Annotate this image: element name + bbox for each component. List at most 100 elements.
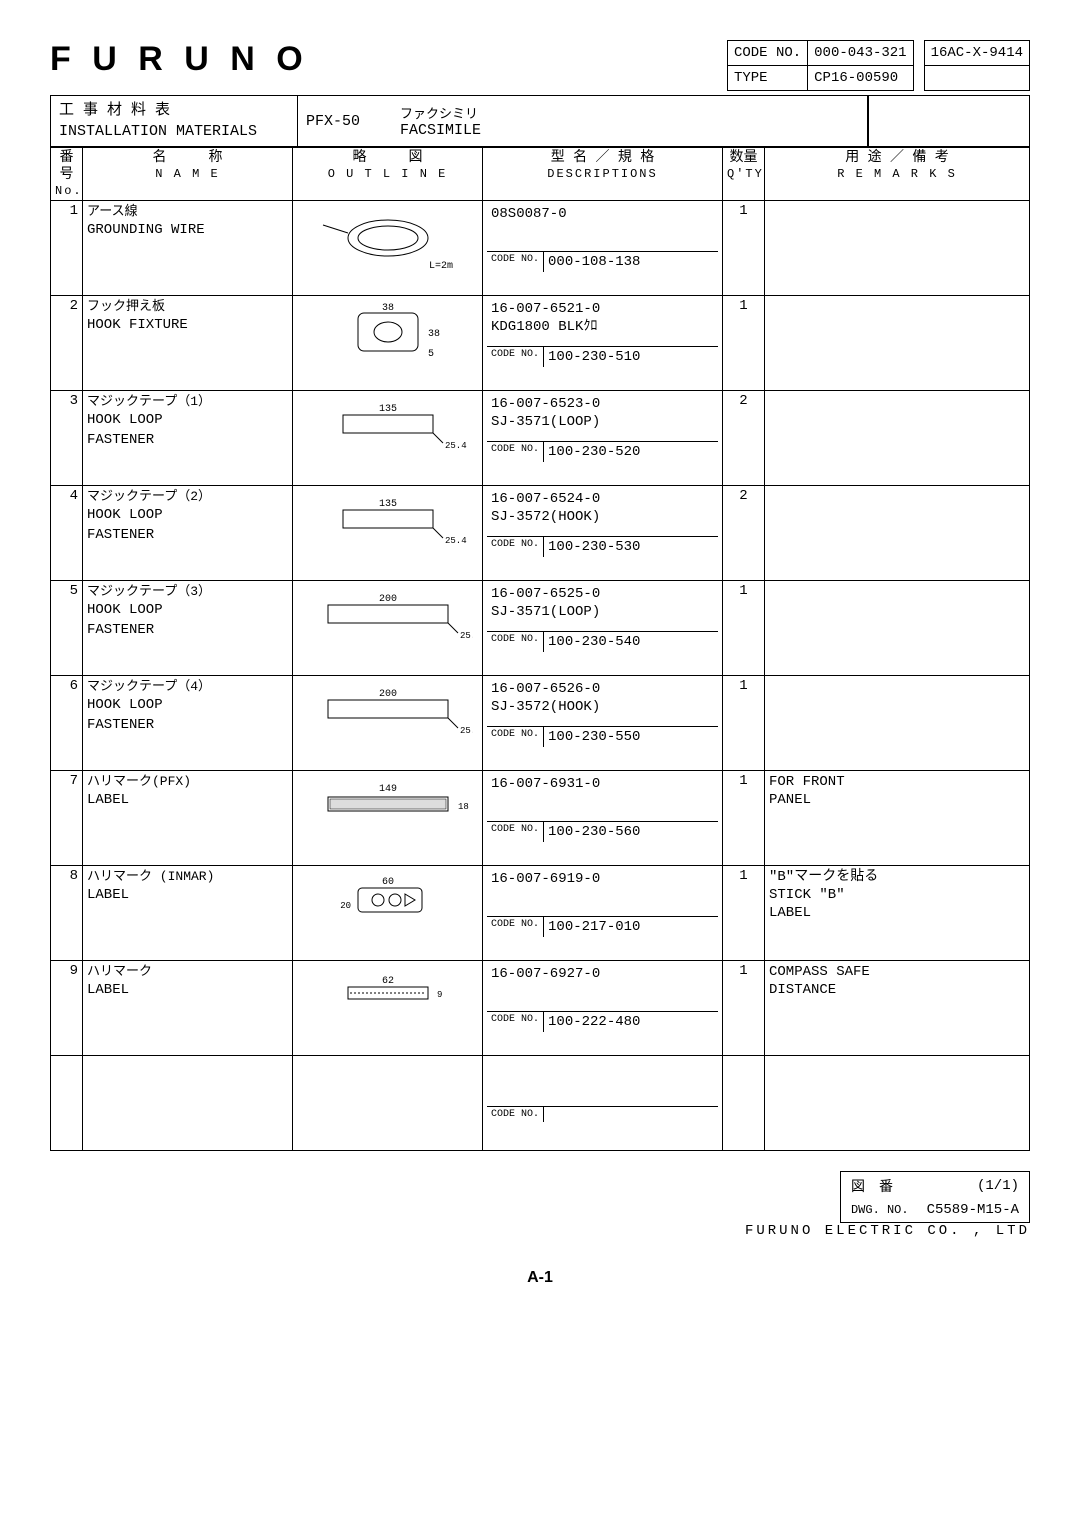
cell-remarks [765,675,1030,770]
svg-text:62: 62 [381,976,393,987]
cell-qty: 1 [723,960,765,1055]
cell-outline: 62 9 [293,960,483,1055]
code-no-value-small: 100-230-550 [544,727,718,747]
code-no-label-small: CODE NO. [487,442,544,462]
table-body: 1 アース線 GROUNDING WIRE L=2m 08S0087-0 COD… [51,200,1030,1150]
cell-name: ハリマーク (INMAR) LABEL [83,865,293,960]
cell-desc: 16-007-6927-0 CODE NO. 100-222-480 [483,960,723,1055]
company-line: FURUNO ELECTRIC CO. , LTD [50,1223,1030,1239]
cell-qty: 2 [723,390,765,485]
desc-top: 16-007-6931-0 [487,773,718,821]
cell-outline: 200 25.4 [293,580,483,675]
cell-no: 7 [51,770,83,865]
code-no-value-small: 100-230-510 [544,347,718,367]
svg-text:9: 9 [437,990,442,1000]
cell-qty: 1 [723,675,765,770]
svg-text:38: 38 [381,303,393,314]
cell-remarks [765,390,1030,485]
desc-top: 16-007-6523-0SJ-3571(LOOP) [487,393,718,441]
cell-outline: 38 38 5 [293,295,483,390]
desc-bottom: CODE NO. 100-230-560 [487,821,718,842]
cell-desc: 16-007-6526-0SJ-3572(HOOK) CODE NO. 100-… [483,675,723,770]
table-head: 番号 No. 名 称 N A M E 略 図 O U T L I N E 型 名… [51,148,1030,201]
table-row: 7 ハリマーク(PFX) LABEL 149 18 16-007-6931-0 … [51,770,1030,865]
code-no-value-small: 100-230-530 [544,537,718,557]
code-no-value-small: 100-230-540 [544,632,718,652]
name-jp: フック押え板 [87,298,288,316]
cell-outline: L=2m [293,200,483,295]
h-outline-jp: 略 図 [297,150,478,167]
cell-remarks: "B"マークを貼るSTICK "B"LABEL [765,865,1030,960]
desc-bottom: CODE NO. 100-230-520 [487,441,718,462]
desc-top: 16-007-6526-0SJ-3572(HOOK) [487,678,718,726]
table-row: 6 マジックテープ（4） HOOK LOOPFASTENER 200 25.4 … [51,675,1030,770]
cell-name: アース線 GROUNDING WIRE [83,200,293,295]
svg-text:25.4: 25.4 [460,726,473,736]
cell-name: マジックテープ（4） HOOK LOOPFASTENER [83,675,293,770]
svg-text:149: 149 [378,784,396,795]
desc-top: 16-007-6927-0 [487,963,718,1011]
name-jp: ハリマーク (INMAR) [87,868,288,886]
cell-no: 9 [51,960,83,1055]
table-row: 2 フック押え板 HOOK FIXTURE 38 38 5 16-007-652… [51,295,1030,390]
header-tables: CODE NO. 000-043-321 TYPE CP16-00590 16A… [727,40,1030,91]
code-no-label-small: CODE NO. [487,347,544,367]
cell-no: 1 [51,200,83,295]
svg-text:200: 200 [378,594,396,605]
cell-desc: 08S0087-0 CODE NO. 000-108-138 [483,200,723,295]
install-title-jp: 工 事 材 料 表 [59,100,289,121]
name-jp: ハリマーク [87,963,288,981]
cell-name: ハリマーク(PFX) LABEL [83,770,293,865]
name-en: LABEL [87,981,288,1001]
svg-text:20: 20 [340,901,351,911]
cell-qty: 1 [723,865,765,960]
code-no-value-small: 100-230-520 [544,442,718,462]
svg-text:38: 38 [428,329,440,340]
h-rem-jp: 用 途 ／ 備 考 [769,150,1025,167]
code-no-value-small: 100-217-010 [544,917,718,937]
name-en: LABEL [87,886,288,906]
code-no-label: CODE NO. [727,41,807,66]
dwg-no: C5589-M15-A [919,1200,1027,1220]
right-code-table: 16AC-X-9414 [924,40,1030,91]
table-row: 3 マジックテープ（1） HOOK LOOPFASTENER 135 25.4 … [51,390,1030,485]
right-code: 16AC-X-9414 [924,41,1029,66]
h-name: 名 称 N A M E [83,148,293,201]
cell-outline: 149 18 [293,770,483,865]
cell-remarks [765,1055,1030,1150]
cell-desc: 16-007-6523-0SJ-3571(LOOP) CODE NO. 100-… [483,390,723,485]
desc-bottom: CODE NO. [487,1106,718,1122]
title-row: 工 事 材 料 表 INSTALLATION MATERIALS PFX-50 … [50,95,1030,147]
cell-name: ハリマーク LABEL [83,960,293,1055]
svg-text:135: 135 [378,499,396,510]
cell-no: 3 [51,390,83,485]
cell-remarks [765,295,1030,390]
code-no-label-small: CODE NO. [487,727,544,747]
desc-bottom: CODE NO. 100-230-530 [487,536,718,557]
name-en: HOOK LOOPFASTENER [87,601,288,640]
svg-text:135: 135 [378,404,396,415]
facsimile-en: FACSIMILE [400,122,481,139]
page-number: A-1 [50,1269,1030,1287]
cell-desc: 16-007-6931-0 CODE NO. 100-230-560 [483,770,723,865]
name-en: HOOK LOOPFASTENER [87,411,288,450]
page: F U R U N O CODE NO. 000-043-321 TYPE CP… [50,40,1030,1287]
name-en: GROUNDING WIRE [87,221,288,241]
cell-remarks: FOR FRONTPANEL [765,770,1030,865]
h-qty-en: Q'TY [727,167,760,181]
dwg-label: DWG. NO. [843,1200,917,1220]
name-jp: マジックテープ（3） [87,583,288,601]
h-outline-en: O U T L I N E [297,167,478,181]
svg-text:5: 5 [428,349,434,360]
cell-name: マジックテープ（1） HOOK LOOPFASTENER [83,390,293,485]
code-no-value-small: 100-230-560 [544,822,718,842]
code-no-label-small: CODE NO. [487,1107,544,1122]
cell-desc: 16-007-6919-0 CODE NO. 100-217-010 [483,865,723,960]
type-value: CP16-00590 [808,66,913,91]
svg-text:18: 18 [458,802,469,812]
top-header: F U R U N O CODE NO. 000-043-321 TYPE CP… [50,40,1030,91]
h-no: 番号 No. [51,148,83,201]
install-title-en: INSTALLATION MATERIALS [59,121,289,142]
cell-qty [723,1055,765,1150]
svg-text:25.4: 25.4 [445,536,467,546]
